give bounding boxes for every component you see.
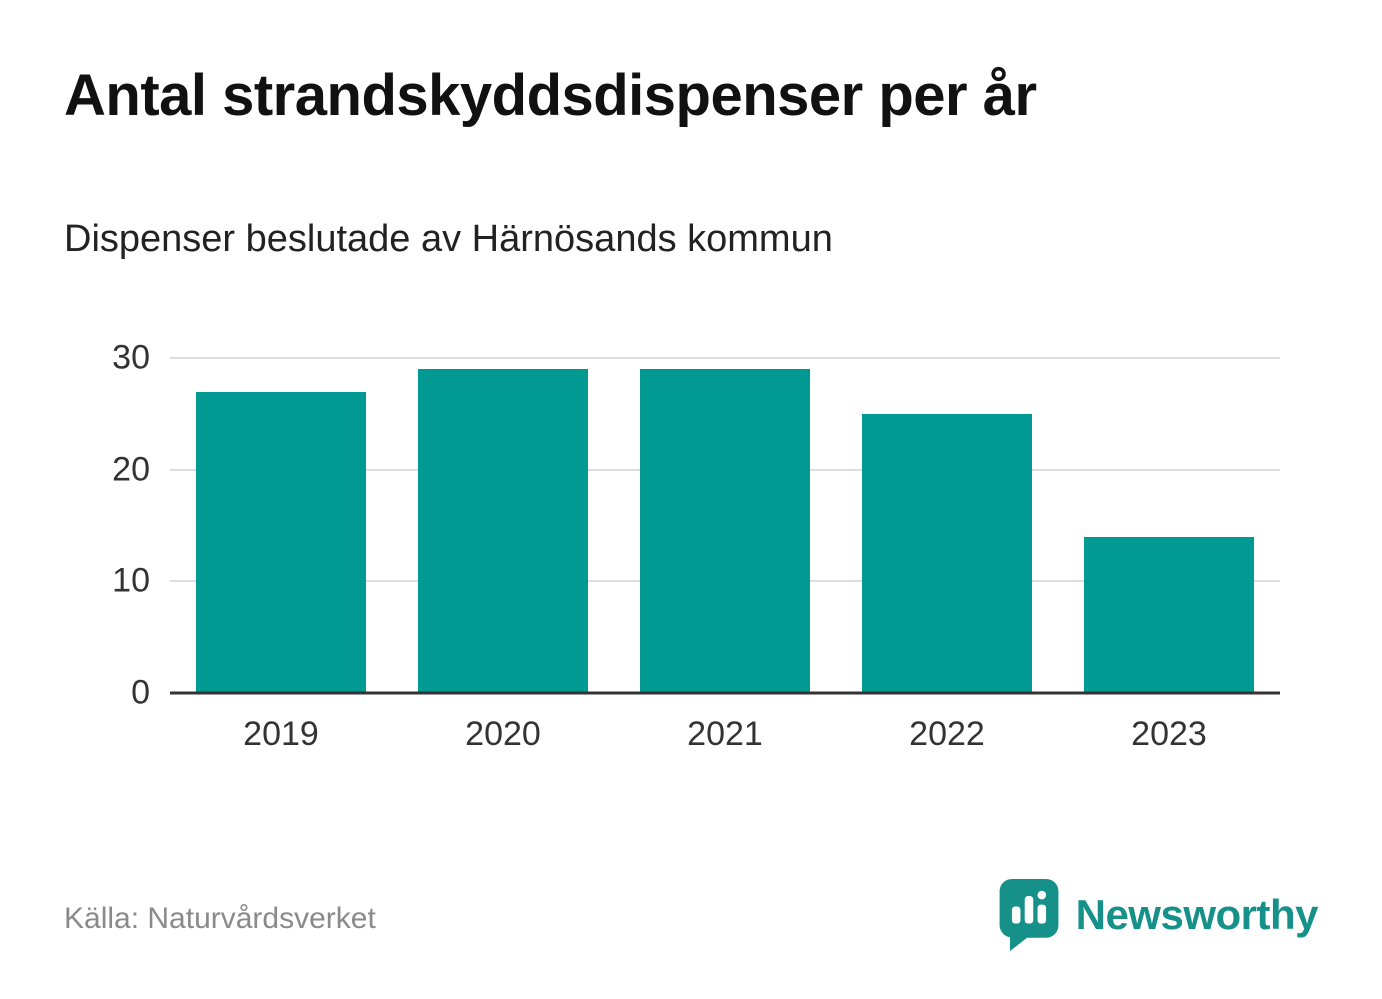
x-tick-label-2021: 2021 (687, 715, 763, 753)
x-axis-line (170, 691, 1280, 695)
bar-chart-plot-area: 0 10 20 30 2019 2020 2021 2022 2023 (112, 339, 1280, 753)
x-tick-label-2022: 2022 (909, 715, 985, 753)
bar-2019 (196, 391, 366, 693)
bar-2023 (1084, 536, 1254, 693)
chart-title: Antal strandskyddsdispenser per år (64, 63, 1037, 128)
x-tick-label-2023: 2023 (1131, 715, 1207, 753)
x-tick-label-2019: 2019 (243, 715, 319, 753)
chart-subtitle: Dispenser beslutade av Härnösands kommun (64, 218, 833, 260)
y-tick-label-0: 0 (131, 673, 150, 712)
y-tick-label-10: 10 (112, 561, 150, 600)
x-tick-label-2020: 2020 (465, 715, 541, 753)
y-tick-label-20: 20 (112, 450, 150, 489)
gridline-30 (170, 357, 1280, 359)
newsworthy-logo-text: Newsworthy (1075, 891, 1319, 938)
newsworthy-logo: Newsworthy (998, 878, 1319, 952)
newsworthy-logo-icon (998, 878, 1060, 952)
bar-2020 (418, 369, 588, 693)
bar-2022 (862, 413, 1032, 693)
bar-2021 (640, 369, 810, 693)
y-tick-label-30: 30 (112, 338, 150, 377)
source-text: Källa: Naturvårdsverket (64, 902, 376, 935)
